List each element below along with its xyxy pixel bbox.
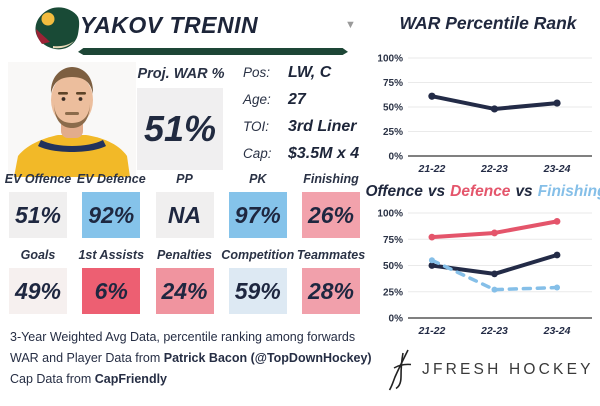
war-chart-title: WAR Percentile Rank [399,13,577,33]
title-word-vs: vs [427,183,446,200]
stat-box: 92% [82,192,141,238]
chevron-down-icon[interactable]: ▼ [345,19,356,31]
svg-text:75%: 75% [383,78,403,89]
svg-text:50%: 50% [383,261,403,272]
svg-text:22-23: 22-23 [480,325,508,337]
stat-box: 28% [302,268,360,314]
stat-label: Competition [221,248,295,262]
team-accent-bar [78,48,348,55]
info-value: $3.5M x 4 [288,145,360,162]
stat-cell-pp: PP NA [153,172,217,238]
stat-box: 6% [82,268,141,314]
svg-text:23-24: 23-24 [543,163,571,175]
stat-value: 49% [14,277,62,304]
svg-text:23-24: 23-24 [543,325,571,337]
stat-cell-goals: Goals 49% [6,248,70,314]
svg-text:100%: 100% [378,54,403,65]
info-row-cap: Cap: $3.5M x 4 [243,145,359,172]
stat-value: 24% [161,277,208,304]
jfresh-wordmark: JFRESH HOCKEY [422,361,594,378]
footnote-line-1: 3-Year Weighted Avg Data, percentile ran… [10,330,356,344]
footnotes: 3-Year Weighted Avg Data, percentile ran… [10,327,372,390]
info-label: TOI: [243,119,270,134]
stat-cell-finishing: Finishing 26% [299,172,363,238]
player-name-dropdown[interactable]: YAKOV TRENIN [80,12,259,38]
footnote-credit-bold: CapFriendly [94,372,168,386]
svg-text:100%: 100% [378,209,403,220]
proj-war-box: 51% [137,88,223,170]
svg-text:75%: 75% [383,235,403,246]
info-label: Age: [243,92,271,107]
info-label: Cap: [243,146,272,161]
svg-text:21-22: 21-22 [417,325,445,337]
player-info-list: Pos: LW, C Age: 27 TOI: 3rd Liner Cap: $… [243,64,359,172]
proj-war-label: Proj. WAR % [137,66,225,82]
stat-row-2: Goals 49% 1st Assists 6% Penalties 24% C… [6,248,366,314]
stat-label: Goals [20,248,56,262]
stat-label: PK [249,172,267,186]
stat-value: NA [167,201,202,228]
info-label: Pos: [243,65,271,80]
svg-text:22-23: 22-23 [480,163,508,175]
stat-label: 1st Assists [78,248,145,262]
stat-label: Penalties [157,248,212,262]
svg-text:25%: 25% [383,287,403,298]
footnote-credit-bold: Patrick Bacon (@TopDownHockey) [163,351,372,365]
svg-text:25%: 25% [383,127,403,138]
stat-label: Finishing [303,172,359,186]
stat-cell-ev-offence: EV Offence 51% [4,172,72,238]
stat-label: Teammates [296,248,366,262]
proj-war-value: 51% [143,108,217,149]
offence-defence-finishing-title: Offence vs Defence vs Finishing [365,183,600,201]
info-value: 3rd Liner [288,118,357,135]
info-value: LW, C [288,64,332,81]
stat-box: NA [155,192,214,238]
stat-cell-teammates: Teammates 28% [296,248,366,314]
stat-box: 59% [228,268,287,314]
footnote-line-3: Cap Data from CapFriendly [10,372,168,386]
svg-text:50%: 50% [383,103,403,114]
title-word-finishing: Finishing [537,183,600,200]
stat-value: 59% [234,277,281,304]
player-photo [8,62,136,177]
title-word-offence: Offence [365,183,423,200]
stat-value: 6% [94,277,128,304]
title-word-defence: Defence [450,183,511,200]
info-row-age: Age: 27 [243,91,359,118]
svg-text:0%: 0% [389,152,404,163]
stat-cell-1st-assists: 1st Assists 6% [78,248,145,314]
stat-row-1: EV Offence 51% EV Defence 92% PP NA PK 9… [4,172,363,238]
stat-box: 51% [9,192,67,238]
info-row-toi: TOI: 3rd Liner [243,118,359,145]
stat-box: 24% [155,268,214,314]
stat-cell-competition: Competition 59% [221,248,294,314]
stat-value: 51% [14,201,62,228]
info-row-position: Pos: LW, C [243,64,359,91]
jfresh-branding: JFRESH HOCKEY [388,348,598,392]
stat-value: 28% [307,277,355,304]
info-value: 27 [288,91,306,108]
footnote-line-2: WAR and Player Data from Patrick Bacon (… [10,351,372,365]
stat-box: 97% [228,192,287,238]
jfresh-crossed-sticks-icon [388,349,412,391]
svg-text:0%: 0% [389,314,404,325]
stat-value: 92% [88,201,135,228]
stat-label: PP [176,172,193,186]
team-logo-minnesota-wild-icon [35,7,80,50]
stat-cell-ev-defence: EV Defence 92% [76,172,146,238]
stat-label: EV Defence [76,172,146,186]
svg-text:21-22: 21-22 [417,163,445,175]
stat-cell-penalties: Penalties 24% [153,248,217,314]
stat-label: EV Offence [4,172,72,186]
title-word-vs: vs [515,183,533,200]
stat-box: 49% [9,268,67,314]
offence-defence-finishing-chart: 0% 25% 50% 75% 100% 21-22 22-23 23-24 [378,209,592,337]
stat-cell-pk: PK 97% [226,172,290,238]
stat-value: 26% [307,201,355,228]
war-percentile-chart: 0% 25% 50% 75% 100% 21-22 22-23 23-24 [378,54,592,175]
stat-box: 26% [302,192,360,238]
stat-value: 97% [234,201,281,228]
